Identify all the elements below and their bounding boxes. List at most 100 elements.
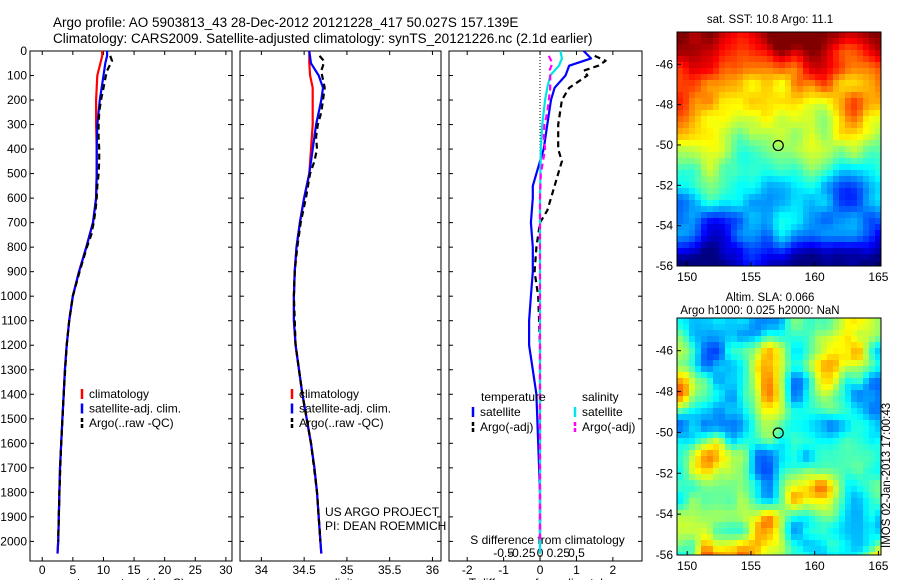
map-cell [779,504,786,511]
map-cell [767,522,774,529]
map-cell [851,38,858,45]
map-cell [821,498,828,505]
map-cell [833,86,840,93]
map-cell [869,468,876,475]
map-cell [683,480,690,487]
map-cell [749,336,756,343]
map-cell [695,468,702,475]
map-cell [845,438,852,445]
map-cell [743,128,750,135]
map-cell [773,158,780,165]
map-cell [731,414,738,421]
map-cell [821,348,828,355]
map-cell [719,134,726,141]
map-cell [695,366,702,373]
map-cell [749,98,756,105]
map-cell [707,122,714,129]
map-cell [821,242,828,249]
map-cell [683,44,690,51]
map-cell [725,98,732,105]
map-cell [767,56,774,63]
map-cell [767,254,774,261]
map-cell [833,318,840,325]
map-cell [689,462,696,469]
map-cell [713,510,720,517]
map-cell [683,426,690,433]
map-cell [755,492,762,499]
map-cell [845,116,852,123]
map-cell [857,164,864,171]
map-cell [713,86,720,93]
map-cell [725,528,732,535]
map-cell [773,68,780,75]
map-cell [809,140,816,147]
map-cell [869,474,876,481]
map-cell [731,480,738,487]
map-cell [809,366,816,373]
map-cell [791,140,798,147]
map-cell [677,372,684,379]
map-cell [875,366,882,373]
map-cell [779,396,786,403]
map-cell [815,378,822,385]
map-cell [713,92,720,99]
map-cell [677,540,684,547]
map-cell [815,552,822,556]
map-cell [713,170,720,177]
map-cell [821,522,828,529]
map-cell [713,444,720,451]
map-cell [683,438,690,445]
map-cell [743,134,750,141]
map-cell [809,354,816,361]
map-cell [737,260,744,267]
map-cell [821,384,828,391]
map-cell [683,32,690,39]
map-cell [695,390,702,397]
map-cell [857,384,864,391]
map-cell [803,384,810,391]
map-cell [707,372,714,379]
map-cell [701,248,708,255]
map-cell [773,128,780,135]
map-cell [785,50,792,57]
map-cell [701,552,708,556]
map-cell [815,336,822,343]
map-cell [779,480,786,487]
map-cell [773,474,780,481]
map-cell [713,336,720,343]
map-cell [737,176,744,183]
map-cell [731,444,738,451]
map-cell [755,224,762,231]
map-cell [713,176,720,183]
map-cell [695,242,702,249]
map-cell [773,516,780,523]
map-cell [749,140,756,147]
map-cell [809,248,816,255]
map-cell [743,206,750,213]
map-cell [725,510,732,517]
map-cell [779,122,786,129]
map-cell [731,134,738,141]
map-cell [875,492,882,499]
map-cell [869,98,876,105]
map-cell [683,504,690,511]
map-cell [731,110,738,117]
map-cell [827,360,834,367]
map-cell [779,360,786,367]
map-cell [785,56,792,63]
map-cell [725,522,732,529]
map-cell [791,38,798,45]
map-cell [779,486,786,493]
map-cell [713,44,720,51]
map-cell [869,402,876,409]
map-cell [791,86,798,93]
map-cell [779,134,786,141]
map-cell [701,540,708,547]
map-cell [815,330,822,337]
map-cell [683,62,690,69]
map-cell [857,140,864,147]
map-cell [821,528,828,535]
map-cell [689,318,696,325]
map-cell [719,462,726,469]
map-cell [749,408,756,415]
